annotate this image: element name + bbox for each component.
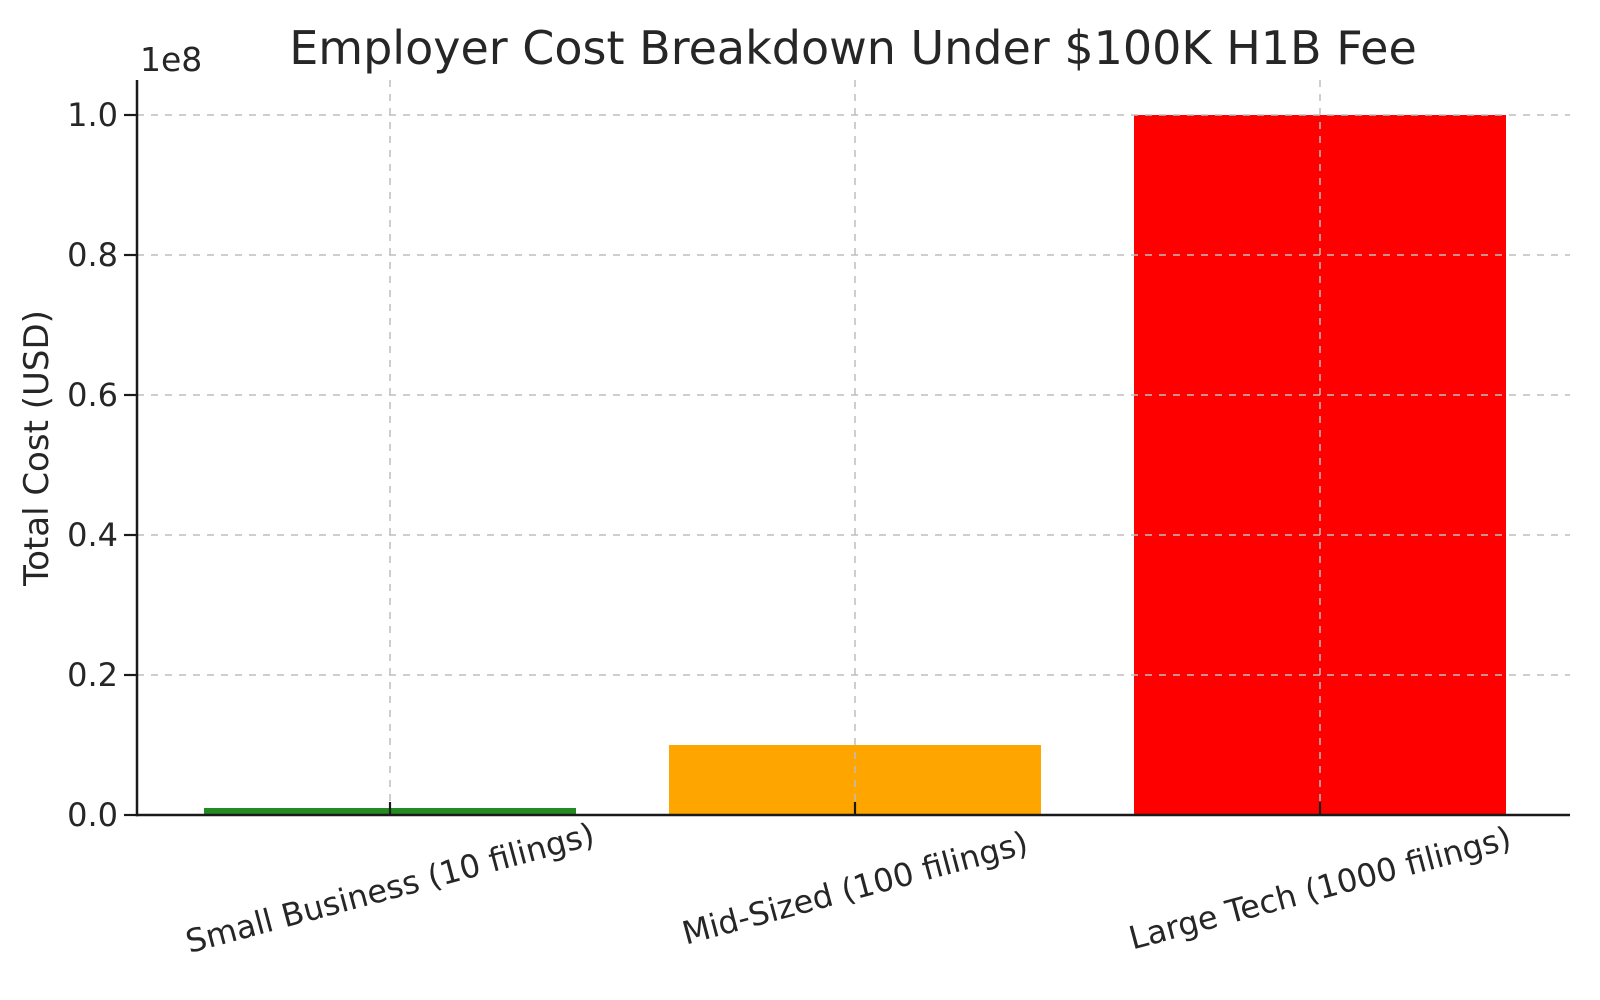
- y-axis-offset-label: 1e8: [140, 40, 202, 79]
- y-tick-label: 0.2: [67, 656, 118, 694]
- y-tick-label: 0.6: [67, 376, 118, 414]
- x-tick-label-mid-sized-100-filings: Mid-Sized (100 filings): [678, 824, 1032, 953]
- axis-layer: [124, 80, 1570, 817]
- x-tick-label-large-tech-1000-filings: Large Tech (1000 filings): [1125, 819, 1515, 958]
- y-tick-label: 0.8: [67, 236, 118, 274]
- grid-layer: [137, 80, 1570, 815]
- x-tick-label-small-business-10-filings: Small Business (10 filings): [182, 815, 599, 961]
- chart-title: Employer Cost Breakdown Under $100K H1B …: [289, 21, 1417, 75]
- text-layer: Employer Cost Breakdown Under $100K H1B …: [17, 21, 1417, 587]
- y-tick-label: 0.0: [67, 796, 118, 834]
- y-tick-label: 0.4: [67, 516, 118, 554]
- y-axis-title: Total Cost (USD): [17, 310, 57, 587]
- y-tick-label: 1.0: [67, 96, 118, 134]
